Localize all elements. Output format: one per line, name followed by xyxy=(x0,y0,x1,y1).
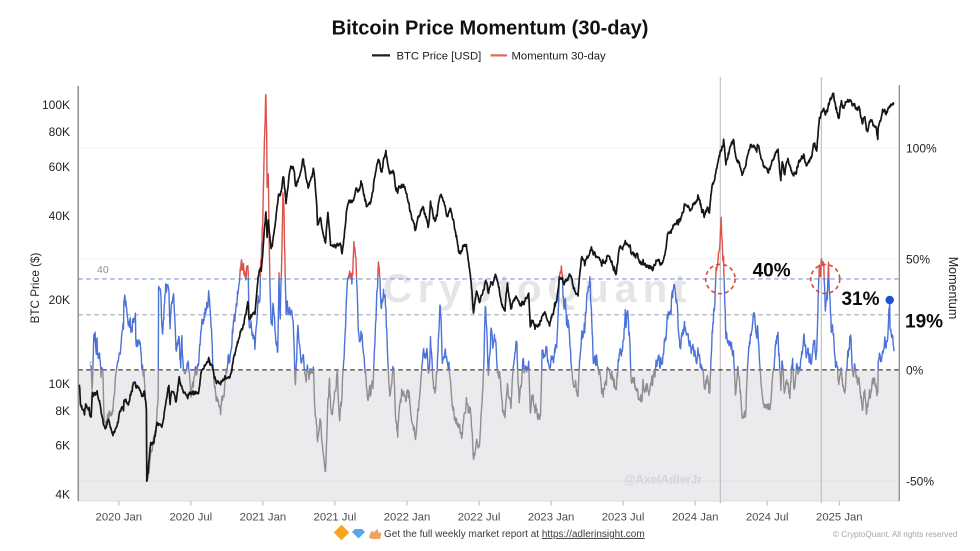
svg-text:31%: 31% xyxy=(841,289,879,310)
svg-text:CryptoQuant: CryptoQuant xyxy=(383,267,692,311)
svg-text:50%: 50% xyxy=(906,252,930,266)
svg-text:-50%: -50% xyxy=(906,474,934,488)
svg-text:2025 Jan: 2025 Jan xyxy=(816,512,862,524)
svg-text:19%: 19% xyxy=(905,312,943,333)
svg-text:Bitcoin Price Momentum (30-day: Bitcoin Price Momentum (30-day) xyxy=(332,18,649,40)
svg-text:2022 Jul: 2022 Jul xyxy=(458,512,501,524)
svg-text:8K: 8K xyxy=(55,404,70,418)
svg-text:80K: 80K xyxy=(49,125,70,139)
svg-text:2020 Jan: 2020 Jan xyxy=(96,512,142,524)
svg-text:2024 Jan: 2024 Jan xyxy=(672,512,718,524)
svg-text:20K: 20K xyxy=(49,293,70,307)
svg-text:2021 Jan: 2021 Jan xyxy=(240,512,286,524)
svg-text:BTC Price [USD]: BTC Price [USD] xyxy=(397,51,482,63)
svg-text:40%: 40% xyxy=(753,260,791,281)
svg-text:Momentum 30-day: Momentum 30-day xyxy=(512,51,607,63)
svg-text:@AxelAdlerJr: @AxelAdlerJr xyxy=(624,473,703,487)
svg-text:4K: 4K xyxy=(55,488,70,502)
svg-text:Get the full weekly market rep: Get the full weekly market report at htt… xyxy=(384,529,645,540)
svg-text:100K: 100K xyxy=(42,98,70,112)
svg-text:© CryptoQuant. All rights rese: © CryptoQuant. All rights reserved xyxy=(833,530,958,539)
svg-text:2020 Jul: 2020 Jul xyxy=(169,512,212,524)
svg-text:100%: 100% xyxy=(906,141,937,155)
svg-text:0: 0 xyxy=(89,360,94,370)
svg-text:2023 Jan: 2023 Jan xyxy=(528,512,574,524)
svg-text:2024 Jul: 2024 Jul xyxy=(746,512,789,524)
svg-text:Momentum: Momentum xyxy=(946,257,960,320)
svg-text:2023 Jul: 2023 Jul xyxy=(602,512,645,524)
svg-text:0%: 0% xyxy=(906,363,924,377)
svg-text:40K: 40K xyxy=(49,209,70,223)
svg-text:6K: 6K xyxy=(55,439,70,453)
svg-text:2022 Jan: 2022 Jan xyxy=(384,512,430,524)
svg-text:40: 40 xyxy=(97,264,109,276)
svg-text:10K: 10K xyxy=(49,377,70,391)
svg-text:60K: 60K xyxy=(49,160,70,174)
svg-text:2021 Jul: 2021 Jul xyxy=(314,512,357,524)
svg-text:BTC Price ($): BTC Price ($) xyxy=(29,253,42,324)
